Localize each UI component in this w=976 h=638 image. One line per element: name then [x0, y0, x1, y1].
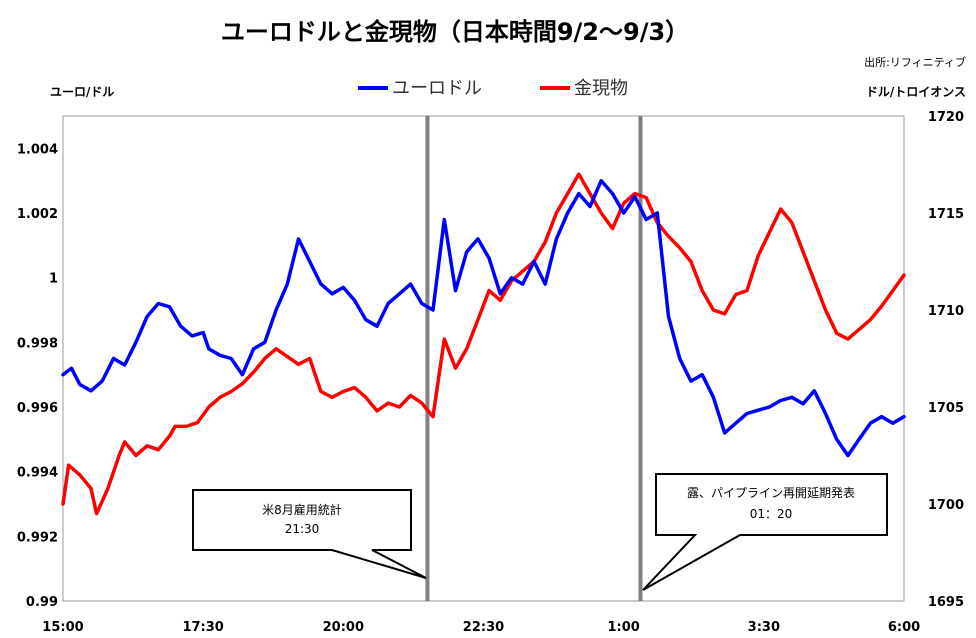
- source-label: 出所:リフィニティブ: [864, 55, 966, 69]
- callout-pipeline-title: 露、パイプライン再開延期発表: [687, 486, 855, 500]
- left-tick-label: 1: [49, 272, 58, 287]
- right-axis-label: ドル/トロイオンス: [866, 85, 966, 99]
- right-axis: 1695 1700 1705 1710 1715 1720: [928, 110, 964, 610]
- x-tick-label: 3:30: [748, 620, 780, 635]
- right-tick-label: 1715: [928, 207, 964, 222]
- x-tick-label: 20:00: [323, 620, 364, 635]
- right-tick-label: 1720: [928, 110, 964, 125]
- right-tick-label: 1700: [928, 498, 964, 513]
- left-tick-label: 0.996: [17, 401, 58, 416]
- right-tick-label: 1695: [928, 595, 964, 610]
- callout-jobs-time: 21:30: [285, 522, 320, 536]
- x-axis: 15:00 17:30 20:00 22:30 1:00 3:30 6:00: [42, 620, 920, 635]
- x-tick-label: 6:00: [888, 620, 920, 635]
- callout-jobs-title: 米8月雇用統計: [262, 502, 342, 517]
- left-tick-label: 0.99: [26, 595, 58, 610]
- left-axis-label: ユーロ/ドル: [50, 85, 114, 99]
- chart-title: ユーロドルと金現物（日本時間9/2～9/3）: [221, 18, 689, 46]
- right-tick-label: 1710: [928, 304, 964, 319]
- right-tick-label: 1705: [928, 401, 964, 416]
- left-tick-label: 1.004: [17, 142, 58, 157]
- legend: ユーロドル 金現物: [358, 78, 628, 99]
- left-tick-label: 0.992: [17, 530, 58, 545]
- x-tick-label: 1:00: [607, 620, 639, 635]
- x-tick-label: 15:00: [42, 620, 83, 635]
- legend-label-eurusd: ユーロドル: [392, 78, 482, 99]
- left-axis: 0.99 0.992 0.994 0.996 0.998 1 1.002 1.004: [17, 142, 58, 610]
- callout-pipeline-time: 01：20: [750, 507, 793, 521]
- left-tick-label: 0.998: [17, 336, 58, 351]
- x-tick-label: 17:30: [182, 620, 223, 635]
- legend-label-gold: 金現物: [574, 78, 628, 99]
- x-tick-label: 22:30: [463, 620, 504, 635]
- left-tick-label: 1.002: [17, 207, 58, 222]
- left-tick-label: 0.994: [17, 466, 58, 481]
